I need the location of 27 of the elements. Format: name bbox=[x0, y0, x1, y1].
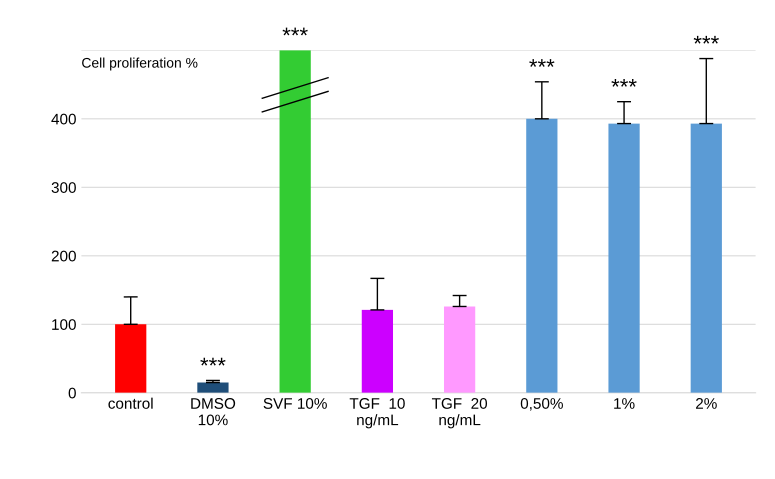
bar bbox=[444, 306, 476, 393]
annotation: *** bbox=[282, 28, 308, 36]
annotation: *** bbox=[529, 59, 554, 67]
annotation: *** bbox=[694, 36, 719, 44]
y-tick-label: 300 bbox=[52, 182, 76, 193]
y-tick-label: 100 bbox=[52, 319, 76, 330]
bar bbox=[690, 124, 722, 393]
x-tick-label: SVF 10% bbox=[264, 398, 327, 409]
bar bbox=[526, 118, 558, 393]
y-tick-label: 400 bbox=[51, 114, 76, 124]
x-tick-label: DMSO 10% bbox=[191, 398, 236, 426]
x-tick-label: 1% bbox=[614, 398, 635, 409]
x-tick-label: control bbox=[108, 398, 153, 409]
x-tick-label: 0,50% bbox=[520, 398, 563, 411]
bar bbox=[115, 324, 146, 393]
annotation: *** bbox=[200, 358, 226, 366]
annotation: *** bbox=[611, 78, 637, 87]
x-tick-label: 2% bbox=[696, 398, 717, 409]
bar bbox=[608, 124, 640, 393]
y-tick-label: 0 bbox=[68, 388, 76, 398]
y-axis-title: Cell proliferation % bbox=[82, 58, 198, 70]
x-tick-label: TGF 10 ng/mL bbox=[350, 398, 405, 428]
y-tick-label: 200 bbox=[52, 250, 76, 262]
x-tick-label: TGF 20 ng/mL bbox=[432, 398, 488, 428]
bar bbox=[362, 310, 394, 393]
bar bbox=[280, 50, 311, 393]
bar bbox=[197, 382, 229, 393]
